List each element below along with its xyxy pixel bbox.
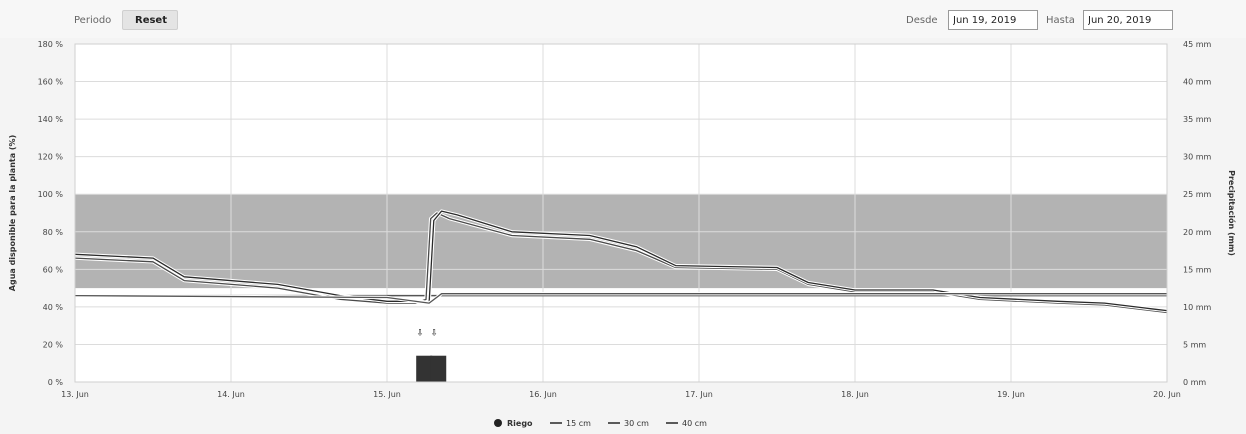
x-tick-label: 15. Jun [373, 390, 401, 399]
series-line-40-cm [74, 293, 1167, 304]
period-label: Periodo [74, 15, 112, 26]
riego-arrow-icon: ⇩ [430, 329, 438, 339]
x-tick-label: 20. Jun [1153, 390, 1181, 399]
y-tick-label-right: 30 mm [1183, 153, 1212, 162]
y-tick-label-left: 40 % [43, 303, 64, 312]
y-tick-label-left: 0 % [48, 378, 64, 387]
y-tick-label-right: 20 mm [1183, 228, 1212, 237]
y-tick-label-left: 60 % [43, 265, 64, 274]
plot-border [74, 43, 1168, 383]
reset-button[interactable]: Reset [122, 10, 178, 30]
y-tick-label-left: 140 % [38, 115, 64, 124]
riego-bar [416, 355, 433, 382]
y-tick-label-left: 120 % [38, 153, 64, 162]
y-tick-label-left: 100 % [38, 190, 64, 199]
legend-label: 15 cm [566, 419, 591, 428]
legend-label: 40 cm [682, 419, 707, 428]
y-axis-title-left: Agua disponible para la planta (%) [8, 135, 17, 291]
y-tick-label-left: 80 % [43, 228, 64, 237]
y-tick-label-right: 25 mm [1183, 190, 1212, 199]
chart-toolbar: Periodo Reset Desde Hasta [0, 0, 1246, 38]
from-label: Desde [906, 15, 938, 26]
y-tick-label-right: 15 mm [1183, 265, 1212, 274]
y-tick-label-right: 5 mm [1183, 340, 1206, 349]
legend-label: Riego [507, 419, 533, 428]
y-tick-label-left: 20 % [43, 340, 64, 349]
to-date-input[interactable] [1083, 10, 1173, 30]
y-tick-label-right: 40 mm [1183, 78, 1212, 87]
legend-marker-riego [494, 419, 502, 427]
x-tick-label: 19. Jun [997, 390, 1025, 399]
y-tick-label-left: 180 % [38, 40, 64, 49]
y-tick-label-right: 35 mm [1183, 115, 1212, 124]
to-label: Hasta [1046, 15, 1075, 26]
from-date-input[interactable] [948, 10, 1038, 30]
y-tick-label-right: 45 mm [1183, 40, 1212, 49]
x-tick-label: 17. Jun [685, 390, 713, 399]
optimal-band [75, 194, 1167, 289]
riego-arrow-icon: ⇩ [416, 329, 424, 339]
x-tick-label: 14. Jun [217, 390, 245, 399]
y-tick-label-right: 10 mm [1183, 303, 1212, 312]
y-axis-title-right: Precipitación (mm) [1227, 170, 1237, 256]
x-tick-label: 16. Jun [529, 390, 557, 399]
x-tick-label: 18. Jun [841, 390, 869, 399]
legend-label: 30 cm [624, 419, 649, 428]
x-tick-label: 13. Jun [61, 390, 89, 399]
series-line-30-cm [74, 210, 1168, 312]
y-tick-label-left: 160 % [38, 78, 64, 87]
riego-bar [430, 355, 447, 382]
y-tick-label-right: 0 mm [1183, 378, 1206, 387]
